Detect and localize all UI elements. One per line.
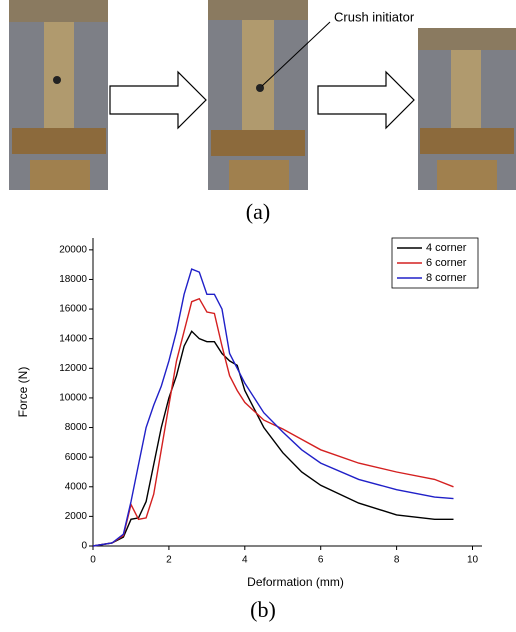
arrow	[109, 70, 207, 130]
y-tick-label: 20000	[59, 244, 87, 255]
x-tick-label: 4	[242, 555, 248, 566]
y-tick-label: 18000	[59, 274, 87, 285]
x-tick-label: 2	[166, 555, 172, 566]
y-tick-label: 8000	[65, 422, 88, 433]
photo-sequence: Crush initiator	[9, 0, 516, 190]
x-tick-label: 10	[467, 555, 479, 566]
legend-label: 8 corner	[426, 272, 467, 284]
caption: (a)	[246, 199, 270, 224]
x-tick-label: 6	[318, 555, 324, 566]
annotation-leader	[261, 21, 331, 87]
arrow	[317, 70, 415, 130]
y-tick-label: 6000	[65, 452, 88, 463]
line-series	[92, 268, 454, 547]
legend-label: 6 corner	[426, 257, 467, 269]
photo	[418, 28, 516, 190]
y-axis-label: Force (N)	[16, 367, 30, 418]
line-series	[92, 330, 454, 547]
x-axis-label: Deformation (mm)	[247, 575, 344, 589]
chart: 0 2000 4000 6000 8000 10000 12000 14000 16000 180…	[16, 237, 482, 589]
y-tick-label: 14000	[59, 333, 87, 344]
x-tick-label: 8	[394, 555, 400, 566]
legend-label: 4 corner	[426, 242, 467, 254]
annotation: Crush initiator	[334, 9, 415, 24]
x-tick-label: 0	[90, 555, 96, 566]
y-tick-label: 16000	[59, 304, 87, 315]
y-tick-label: 10000	[59, 393, 87, 404]
y-tick-label: 0	[81, 541, 87, 552]
y-tick-label: 4000	[65, 481, 88, 492]
photo	[9, 0, 108, 190]
photo	[208, 0, 308, 190]
caption: (b)	[250, 597, 276, 622]
y-tick-label: 12000	[59, 363, 87, 374]
line-series	[92, 297, 454, 547]
y-tick-label: 2000	[65, 511, 88, 522]
